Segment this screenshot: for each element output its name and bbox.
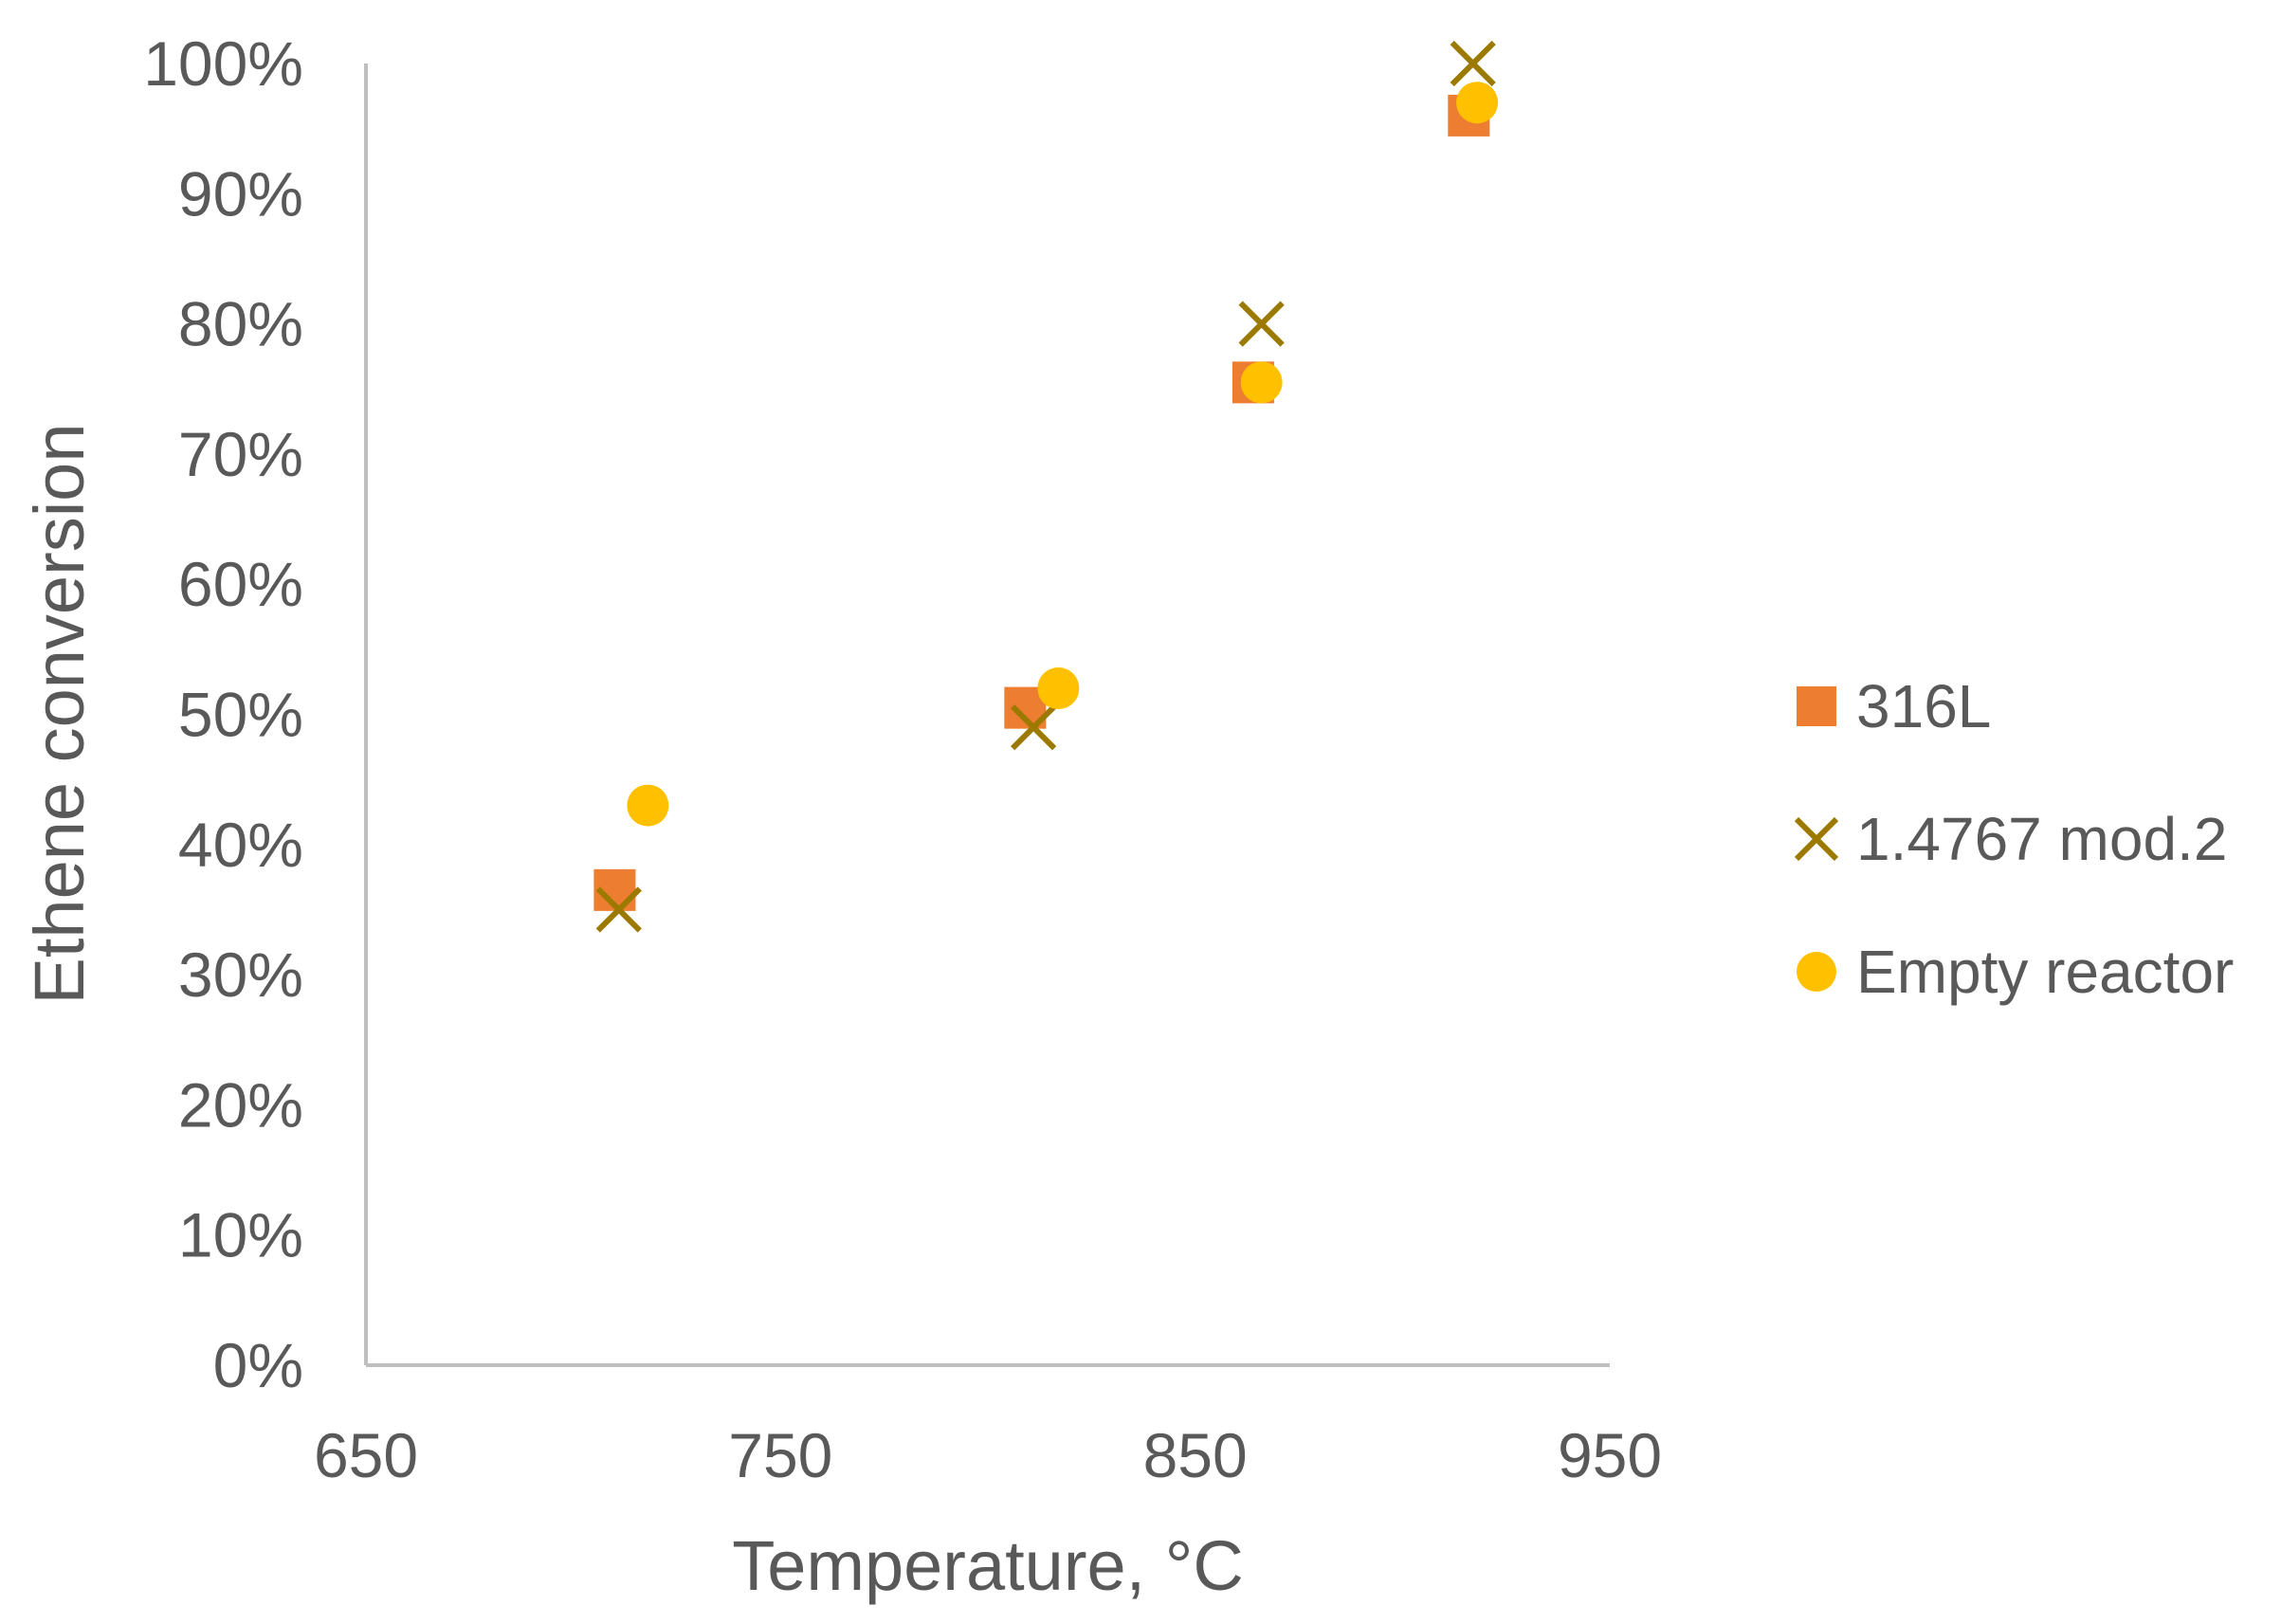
y-tick-label: 20% (178, 1069, 303, 1140)
series-1 (593, 94, 1490, 911)
legend-label: Empty reactor (1856, 938, 2234, 1006)
y-tick-label: 100% (143, 28, 303, 99)
y-tick-label: 30% (178, 940, 303, 1010)
legend-label: 1.4767 mod.2 (1856, 805, 2227, 873)
data-point-x (595, 886, 642, 933)
x-tick-label: 950 (1558, 1420, 1662, 1490)
data-point-x (1238, 301, 1285, 347)
legend-item: 316L (1797, 672, 1991, 740)
legend-label: 316L (1856, 672, 1991, 740)
data-point-x (1010, 704, 1057, 751)
legend: 316L 1.4767 mod.2 Empty reactor (1794, 672, 2234, 1006)
data-point-circle (1240, 361, 1283, 404)
legend-item: Empty reactor (1797, 938, 2234, 1006)
data-points (593, 40, 1499, 933)
y-tick-label: 40% (178, 810, 303, 880)
y-tick-label: 80% (178, 289, 303, 359)
data-point-circle (627, 784, 669, 827)
x-tick-label: 850 (1143, 1420, 1248, 1490)
y-tick-label: 90% (178, 158, 303, 228)
legend-marker-circle (1797, 952, 1836, 992)
data-point-circle (1037, 667, 1080, 710)
x-tick-labels: 650 750 850 950 (314, 1420, 1662, 1490)
y-tick-label: 70% (178, 419, 303, 489)
series-2 (595, 40, 1496, 933)
x-axis-title: Temperature, °C (732, 1526, 1244, 1605)
y-tick-label: 60% (178, 549, 303, 619)
x-tick-label: 650 (314, 1420, 418, 1490)
y-tick-label: 0% (213, 1330, 303, 1400)
y-tick-label: 10% (178, 1200, 303, 1270)
y-axis-title: Ethene conversion (20, 424, 99, 1005)
legend-marker-x (1794, 816, 1839, 862)
axes (364, 64, 1610, 1367)
series-3 (627, 82, 1499, 827)
legend-item: 1.4767 mod.2 (1794, 805, 2227, 873)
data-point-circle (1456, 82, 1499, 124)
x-tick-label: 750 (728, 1420, 832, 1490)
y-tick-label: 50% (178, 680, 303, 750)
y-tick-labels: 0% 10% 20% 30% 40% 50% 60% 70% 80% 90% 100% (143, 28, 303, 1400)
legend-marker-square (1797, 686, 1836, 726)
data-point-x (1450, 40, 1496, 87)
